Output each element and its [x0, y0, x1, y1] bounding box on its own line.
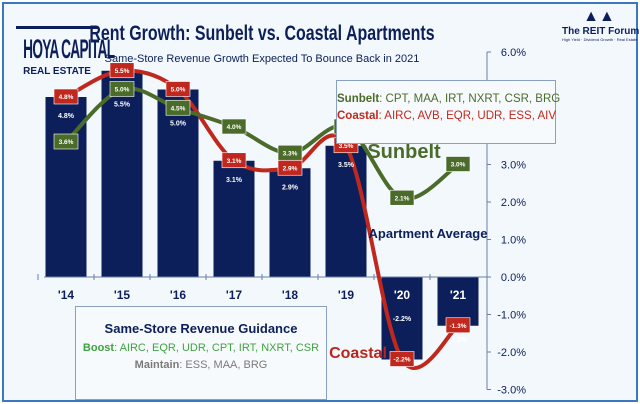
chart-title: Rent Growth: Sunbelt vs. Coastal Apartme…: [89, 22, 435, 45]
boost-label: Boost: [82, 342, 115, 354]
point-label: 3.3%: [283, 150, 298, 157]
bar-label: -1.3%: [449, 337, 468, 344]
point-label: 3.6%: [59, 139, 74, 146]
bar-label: 2.9%: [282, 184, 299, 191]
point-coastal: [221, 152, 247, 169]
bar-'17: [213, 160, 255, 277]
point-label: 4.5%: [171, 105, 186, 112]
x-tick-label: '15: [114, 288, 131, 302]
maintain-list: : ESS, MAA, BRG: [179, 359, 268, 371]
x-tick-label: '19: [338, 288, 355, 302]
y-tick-label: -3.0%: [497, 385, 526, 397]
point-label: 2.1%: [395, 195, 410, 202]
hoya-capital-logo: HOYA CAPITAL REAL ESTATE: [10, 14, 115, 77]
bar-label: -2.2%: [393, 316, 412, 323]
bar-'15: [101, 70, 143, 277]
series-label-coastal: Coastal: [329, 345, 387, 362]
legend-coastal: Coastal: [337, 110, 379, 122]
legend-coastal-list: : AIRC, AVB, EQR, UDR, ESS, AIV: [378, 110, 556, 122]
chart-subtitle: Same-Store Revenue Growth Expected To Bo…: [104, 53, 420, 65]
y-tick-label: 2.0%: [501, 197, 526, 209]
point-sunbelt: [389, 189, 415, 206]
reit-forum-logo: ▲▲ The REIT Forum High Yield · Dividend Gr…: [562, 8, 640, 42]
y-tick-label: 6.0%: [501, 47, 526, 59]
point-label: 5.5%: [115, 68, 130, 75]
reit-forum-name: The REIT Forum: [562, 26, 640, 37]
point-coastal: [109, 62, 135, 79]
x-tick-label: '20: [394, 288, 411, 302]
point-sunbelt: [53, 133, 79, 150]
y-tick-label: -1.0%: [497, 310, 526, 322]
y-tick-label: 0.0%: [501, 272, 526, 284]
legend-sunbelt: Sunbelt: [337, 93, 380, 105]
reit-forum-tagline: High Yield · Dividend Growth · Real Esta…: [562, 37, 638, 42]
y-tick-label: 3.0%: [501, 160, 526, 172]
series-label-apartment-average: Apartment Average: [369, 226, 488, 241]
point-sunbelt: [109, 81, 135, 97]
bar-'18: [269, 168, 311, 277]
bar-'19: [325, 145, 367, 277]
point-label: 3.1%: [227, 158, 242, 165]
x-tick-label: '18: [282, 288, 299, 302]
point-sunbelt: [445, 156, 471, 172]
point-coastal: [165, 81, 191, 97]
x-tick-label: '21: [450, 288, 467, 302]
point-label: 4.0%: [227, 124, 242, 131]
boost-list: : AIRC, EQR, UDR, CPT, IRT, NXRT, CSR: [114, 342, 320, 354]
point-sunbelt: [277, 144, 303, 161]
y-tick-label: -2.0%: [497, 347, 526, 359]
maintain-label: Maintain: [134, 359, 180, 371]
point-coastal: [389, 351, 415, 367]
point-label: 3.5%: [339, 143, 354, 150]
guidance-box: Same-Store Revenue Guidance Boost: AIRC,…: [75, 306, 327, 400]
point-coastal: [53, 88, 79, 105]
point-sunbelt: [221, 118, 247, 135]
point-label: -2.2%: [394, 357, 411, 364]
x-tick-label: '14: [58, 288, 75, 302]
bar-label: 5.0%: [170, 120, 187, 127]
legend-sunbelt-list: : CPT, MAA, IRT, NXRT, CSR, BRG: [379, 93, 561, 105]
bar-label: 5.5%: [114, 102, 131, 109]
x-tick-label: '16: [170, 288, 187, 302]
x-tick-label: '17: [226, 288, 243, 302]
guidance-title: Same-Store Revenue Guidance: [104, 321, 298, 336]
point-label: 4.8%: [59, 94, 74, 101]
point-sunbelt: [165, 99, 191, 116]
bar-label: 3.1%: [226, 177, 243, 184]
bar-label: 4.8%: [58, 113, 75, 120]
y-tick-label: 1.0%: [501, 235, 526, 247]
point-label: 5.0%: [171, 87, 186, 94]
series-label-sunbelt: Sunbelt: [367, 141, 441, 163]
bar-label: 3.5%: [338, 162, 355, 169]
point-label: -1.3%: [450, 323, 467, 330]
point-coastal: [445, 317, 471, 334]
mountain-icon: ▲▲: [583, 8, 615, 25]
legend-box: Sunbelt: CPT, MAA, IRT, NXRT, CSR, BRG C…: [336, 80, 560, 144]
point-label: 3.0%: [451, 162, 466, 169]
point-label: 2.9%: [283, 165, 298, 172]
bar-'16: [157, 89, 199, 277]
point-label: 5.0%: [115, 87, 130, 94]
